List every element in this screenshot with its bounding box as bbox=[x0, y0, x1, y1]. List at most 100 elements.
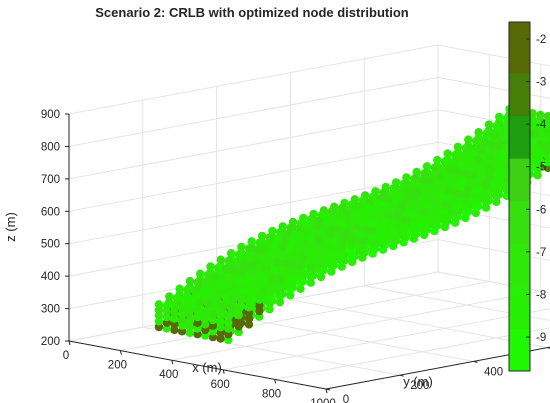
grid-line bbox=[437, 44, 550, 67]
grid-line bbox=[437, 76, 550, 99]
data-point bbox=[461, 144, 470, 153]
data-point bbox=[203, 270, 213, 280]
colorbar-frame bbox=[508, 21, 531, 372]
z-tick-label: 600 bbox=[41, 206, 60, 218]
data-point bbox=[451, 175, 460, 184]
data-point bbox=[288, 260, 297, 269]
grid-line bbox=[437, 109, 550, 132]
data-point bbox=[244, 297, 254, 306]
colorbar-tick-label: -9 bbox=[536, 332, 546, 344]
data-point bbox=[162, 301, 171, 310]
colorbar-segment bbox=[509, 328, 530, 372]
y-tick-mark bbox=[399, 374, 404, 377]
colorbar-segment bbox=[509, 200, 530, 244]
data-point bbox=[440, 200, 450, 209]
z-tick-label: 800 bbox=[41, 141, 60, 153]
grid-line bbox=[142, 326, 400, 376]
data-point bbox=[275, 275, 285, 284]
grid-line bbox=[290, 299, 548, 349]
x-tick-mark bbox=[222, 369, 225, 374]
z-tick-label: 700 bbox=[41, 174, 60, 186]
grid-line bbox=[437, 271, 550, 294]
data-point bbox=[252, 245, 262, 255]
data-point bbox=[278, 242, 287, 252]
x-tick-mark bbox=[325, 388, 328, 394]
data-point bbox=[448, 181, 457, 191]
data-point bbox=[250, 253, 259, 262]
chart-title-text: Scenario 2: CRLB with optimized node dis… bbox=[95, 5, 409, 20]
data-point bbox=[530, 129, 540, 138]
x-tick-mark bbox=[171, 360, 174, 365]
data-point bbox=[456, 183, 465, 192]
colorbar-tick-label: -8 bbox=[536, 289, 546, 301]
data-point bbox=[232, 258, 241, 267]
data-point bbox=[268, 226, 277, 236]
data-point bbox=[471, 163, 481, 172]
data-point bbox=[226, 249, 236, 258]
data-point bbox=[327, 244, 336, 254]
y-axis-label: y (m) bbox=[403, 374, 433, 389]
colorbar-segment bbox=[509, 285, 530, 329]
data-point bbox=[283, 229, 292, 238]
y-tick-label: 200 bbox=[410, 380, 429, 392]
data-point bbox=[234, 250, 243, 259]
data-point bbox=[546, 131, 550, 141]
data-point bbox=[337, 239, 346, 249]
axis-labels: x (m) y (m) z (m) bbox=[3, 212, 433, 389]
data-point bbox=[495, 112, 504, 122]
data-point bbox=[484, 148, 493, 157]
data-point bbox=[221, 293, 230, 302]
data-point bbox=[322, 236, 331, 246]
data-point bbox=[283, 251, 292, 260]
data-point bbox=[456, 160, 465, 169]
data-point bbox=[206, 290, 215, 299]
y-tick-mark bbox=[473, 360, 478, 363]
grid-line bbox=[437, 206, 550, 229]
z-tick-label: 900 bbox=[41, 109, 60, 121]
data-point bbox=[193, 307, 202, 316]
data-point bbox=[224, 313, 233, 322]
grid-line bbox=[274, 327, 550, 380]
data-point bbox=[464, 135, 473, 144]
data-point bbox=[201, 308, 210, 318]
grid-line bbox=[437, 239, 550, 262]
data-point bbox=[219, 273, 228, 283]
data-point bbox=[484, 120, 494, 129]
data-point bbox=[201, 279, 210, 289]
data-point bbox=[319, 243, 328, 252]
x-tick-mark bbox=[119, 350, 122, 355]
data-point bbox=[265, 233, 274, 242]
data-point bbox=[262, 264, 272, 273]
data-point bbox=[306, 234, 316, 243]
data-point bbox=[247, 237, 256, 246]
grid-line bbox=[68, 109, 439, 180]
data-point bbox=[257, 254, 267, 264]
data-point bbox=[402, 173, 411, 182]
data-point bbox=[154, 300, 164, 309]
grid-line bbox=[223, 308, 550, 371]
data-point bbox=[203, 299, 212, 308]
data-point bbox=[301, 247, 310, 256]
data-point bbox=[466, 177, 475, 187]
colorbar-tick-label: -6 bbox=[536, 204, 546, 216]
data-point bbox=[270, 241, 280, 250]
data-point bbox=[213, 291, 223, 301]
z-axis-label: z (m) bbox=[3, 212, 18, 242]
data-point bbox=[255, 238, 264, 247]
grid-line bbox=[437, 271, 550, 294]
data-point bbox=[180, 295, 189, 304]
data-point bbox=[242, 251, 251, 261]
data-point bbox=[239, 259, 249, 269]
data-point bbox=[234, 276, 243, 286]
x-tick-mark bbox=[274, 379, 277, 384]
data-point bbox=[420, 169, 429, 178]
data-point bbox=[471, 136, 481, 146]
data-point bbox=[543, 141, 550, 150]
z-tick-label: 500 bbox=[41, 239, 60, 251]
data-point bbox=[291, 252, 300, 262]
x-tick-label: 800 bbox=[262, 388, 281, 400]
data-point bbox=[443, 173, 452, 182]
x-tick-label: 400 bbox=[159, 369, 178, 381]
data-point bbox=[244, 244, 254, 253]
data-point bbox=[476, 146, 486, 156]
